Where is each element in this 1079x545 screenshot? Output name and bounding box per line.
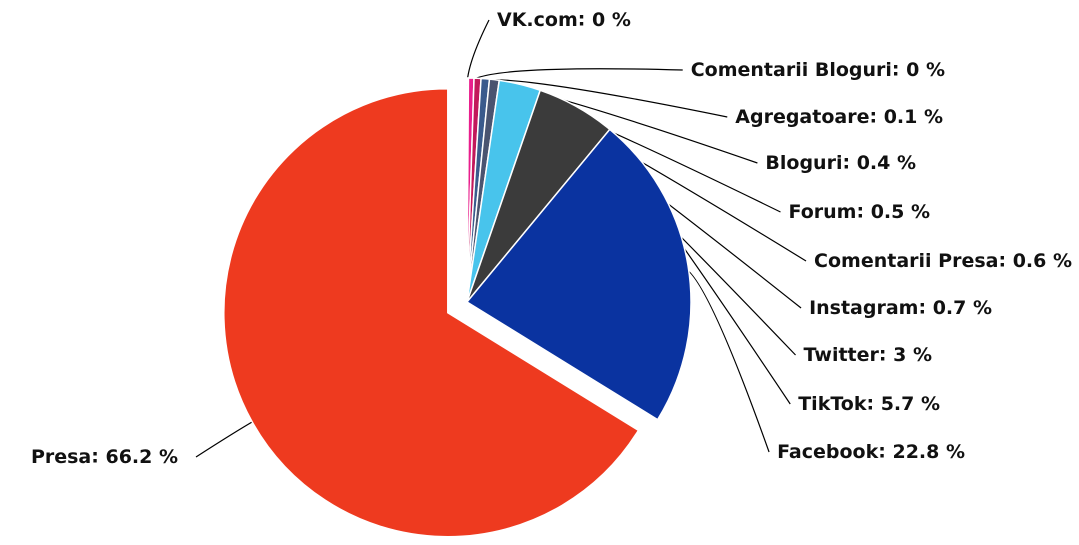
label-value: 5.7 %: [881, 393, 940, 415]
label-category: Agregatoare: [735, 106, 869, 128]
label-value: 0.4 %: [857, 152, 916, 174]
label-value: 0.5 %: [871, 201, 930, 223]
data-label: Agregatoare: 0.1 %: [735, 106, 943, 128]
label-value: 0 %: [592, 9, 631, 31]
label-category: Presa: [31, 446, 91, 468]
data-label: Bloguri: 0.4 %: [765, 152, 916, 174]
pie-slice: [465, 128, 692, 421]
data-label: Forum: 0.5 %: [789, 201, 931, 223]
label-category: TikTok: [798, 393, 867, 415]
leader-line: [680, 266, 770, 453]
data-label: Facebook: 22.8 %: [777, 441, 965, 463]
data-label: VK.com: 0 %: [497, 9, 631, 31]
pie-slice: [223, 87, 640, 538]
label-category: Twitter: [804, 344, 880, 366]
label-value: 0.7 %: [933, 297, 992, 319]
data-label: Comentarii Bloguri: 0 %: [691, 59, 945, 81]
label-category: Bloguri: [765, 152, 842, 174]
label-category: Instagram: [809, 297, 918, 319]
label-category: Forum: [789, 201, 857, 223]
label-value: 3 %: [893, 344, 932, 366]
label-category: Facebook: [777, 441, 879, 463]
label-category: Comentarii Presa: [814, 250, 998, 272]
label-category: Comentarii Bloguri: [691, 59, 892, 81]
data-label: Twitter: 3 %: [804, 344, 932, 366]
data-label: Presa: 66.2 %: [31, 446, 178, 468]
label-value: 0.1 %: [884, 106, 943, 128]
label-value: 66.2 %: [105, 446, 178, 468]
label-category: VK.com: [497, 9, 578, 31]
data-label: Instagram: 0.7 %: [809, 297, 992, 319]
leader-line: [466, 19, 490, 87]
label-value: 0.6 %: [1013, 250, 1072, 272]
leader-line: [195, 417, 260, 458]
label-value: 0 %: [906, 59, 945, 81]
data-label: TikTok: 5.7 %: [798, 393, 940, 415]
label-value: 22.8 %: [892, 441, 965, 463]
data-label: Comentarii Presa: 0.6 %: [814, 250, 1072, 272]
